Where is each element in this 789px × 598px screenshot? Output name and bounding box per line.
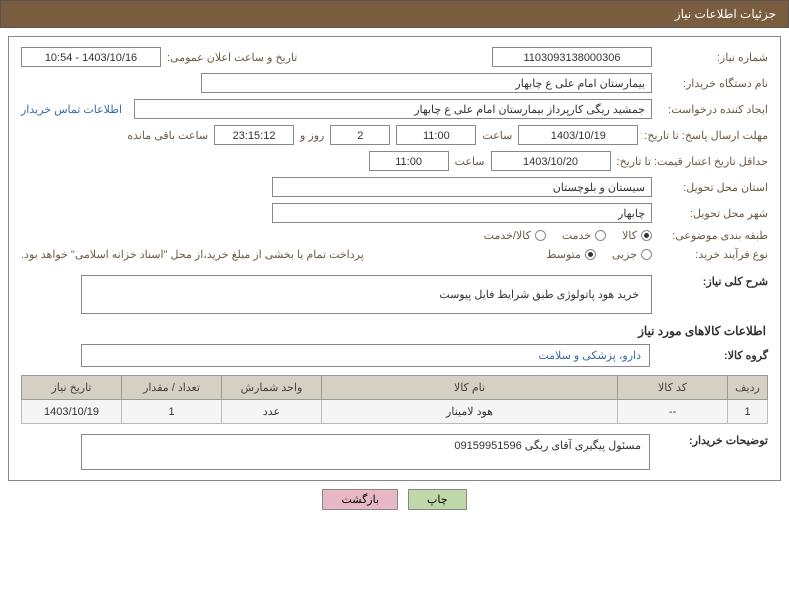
group-field: دارو، پزشکی و سلامت (81, 344, 650, 367)
radio-circle-icon (641, 230, 652, 241)
td-row: 1 (728, 400, 768, 424)
radio-circle-icon (641, 249, 652, 260)
td-code: -- (618, 400, 728, 424)
need-number-field: 1103093138000306 (492, 47, 652, 67)
desc-label: شرح کلی نیاز: (658, 275, 768, 288)
radio-goods[interactable]: کالا (622, 229, 652, 242)
desc-box: خرید هود پاتولوژی طبق شرایط فایل پیوست (81, 275, 652, 314)
radio-service[interactable]: خدمت (562, 229, 606, 242)
radio-circle-icon (595, 230, 606, 241)
td-unit: عدد (222, 400, 322, 424)
radio-goods-service-label: کالا/خدمت (484, 229, 531, 242)
th-row: ردیف (728, 376, 768, 400)
th-name: نام کالا (322, 376, 618, 400)
validity-time-field: 11:00 (369, 151, 449, 171)
days-and-label: روز و (300, 129, 324, 142)
payment-note: پرداخت تمام یا بخشی از مبلغ خرید،از محل … (21, 248, 364, 261)
province-label: استان محل تحویل: (658, 181, 768, 194)
th-unit: واحد شمارش (222, 376, 322, 400)
radio-circle-icon (535, 230, 546, 241)
header-title: جزئیات اطلاعات نیاز (675, 7, 776, 21)
deadline-time-field: 11:00 (396, 125, 476, 145)
buyer-name-label: نام دستگاه خریدار: (658, 77, 768, 90)
radio-partial[interactable]: جزیی (612, 248, 652, 261)
group-label: گروه کالا: (658, 349, 768, 362)
need-number-label: شماره نیاز: (658, 51, 768, 64)
radio-circle-icon (585, 249, 596, 260)
buyer-notes-text: مسئول پیگیری آقای ریگی 09159951596 (454, 440, 641, 452)
td-name: هود لامینار (322, 400, 618, 424)
goods-section-title: اطلاعات کالاهای مورد نیاز (21, 324, 766, 338)
main-panel: شماره نیاز: 1103093138000306 تاریخ و ساع… (8, 36, 781, 481)
th-qty: تعداد / مقدار (122, 376, 222, 400)
requester-field: جمشید ریگی کارپرداز بیمارستان امام علی ع… (134, 99, 652, 119)
radio-goods-service[interactable]: کالا/خدمت (484, 229, 546, 242)
button-row: چاپ بازگشت (0, 489, 789, 518)
buyer-notes-label: توضیحات خریدار: (658, 434, 768, 447)
purchase-radio-group: جزیی متوسط (546, 248, 652, 261)
category-radio-group: کالا خدمت کالا/خدمت (484, 229, 652, 242)
header-bar: جزئیات اطلاعات نیاز (0, 0, 789, 28)
deadline-date-field: 1403/10/19 (518, 125, 638, 145)
deadline-label: مهلت ارسال پاسخ: تا تاریخ: (644, 129, 768, 142)
td-qty: 1 (122, 400, 222, 424)
goods-table: ردیف کد کالا نام کالا واحد شمارش تعداد /… (21, 375, 768, 424)
validity-label: حداقل تاریخ اعتبار قیمت: تا تاریخ: (617, 155, 768, 168)
back-button[interactable]: بازگشت (322, 489, 398, 510)
td-date: 1403/10/19 (22, 400, 122, 424)
purchase-type-label: نوع فرآیند خرید: (658, 248, 768, 261)
th-code: کد کالا (618, 376, 728, 400)
radio-goods-label: کالا (622, 229, 637, 242)
days-remaining-field: 2 (330, 125, 390, 145)
print-button[interactable]: چاپ (408, 489, 467, 510)
announce-datetime-label: تاریخ و ساعت اعلان عمومی: (167, 51, 297, 64)
buyer-name-field: بیمارستان امام علی ع چابهار (201, 73, 652, 93)
buyer-contact-link[interactable]: اطلاعات تماس خریدار (21, 103, 122, 116)
radio-medium[interactable]: متوسط (546, 248, 596, 261)
th-date: تاریخ نیاز (22, 376, 122, 400)
requester-label: ایجاد کننده درخواست: (658, 103, 768, 116)
radio-service-label: خدمت (562, 229, 591, 242)
time-remaining-label: ساعت باقی مانده (127, 129, 208, 142)
city-field: چابهار (272, 203, 652, 223)
radio-medium-label: متوسط (546, 248, 581, 261)
buyer-notes-box: مسئول پیگیری آقای ریگی 09159951596 (81, 434, 650, 470)
announce-datetime-field: 1403/10/16 - 10:54 (21, 47, 161, 67)
time-remaining-field: 23:15:12 (214, 125, 294, 145)
desc-text: خرید هود پاتولوژی طبق شرایط فایل پیوست (439, 289, 639, 301)
radio-partial-label: جزیی (612, 248, 637, 261)
table-row: 1 -- هود لامینار عدد 1 1403/10/19 (22, 400, 768, 424)
time-label-2: ساعت (455, 155, 485, 168)
validity-date-field: 1403/10/20 (491, 151, 611, 171)
city-label: شهر محل تحویل: (658, 207, 768, 220)
province-field: سیستان و بلوچستان (272, 177, 652, 197)
time-label-1: ساعت (482, 129, 512, 142)
category-label: طبقه بندی موضوعی: (658, 229, 768, 242)
